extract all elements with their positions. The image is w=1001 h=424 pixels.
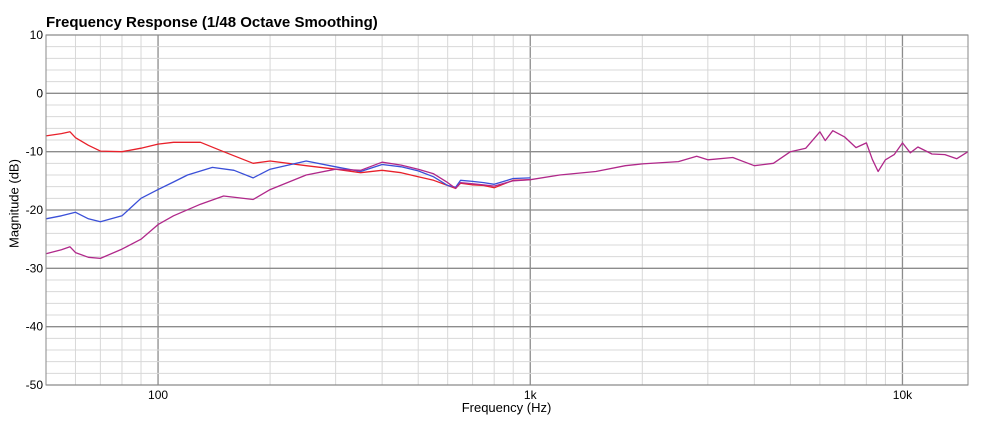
series-line-3 <box>45 130 969 260</box>
chart-title: Frequency Response (1/48 Octave Smoothin… <box>46 14 378 31</box>
series-line-2 <box>45 160 531 223</box>
x-tick-label: 100 <box>148 388 168 402</box>
y-tick-label: -40 <box>26 320 44 334</box>
y-tick-label: -10 <box>26 145 44 159</box>
grid <box>45 34 968 386</box>
series-layer <box>45 130 969 260</box>
y-tick-label: -20 <box>26 203 44 217</box>
x-tick-label: 10k <box>893 388 913 402</box>
y-tick-label: 10 <box>30 28 44 42</box>
series-line-1 <box>45 131 531 190</box>
plot-frame <box>45 34 969 386</box>
x-tick-label: 1k <box>524 388 538 402</box>
x-axis-label: Frequency (Hz) <box>461 400 552 415</box>
y-tick-label: -30 <box>26 261 44 275</box>
y-tick-label: -50 <box>26 378 44 392</box>
y-tick-label: 0 <box>36 86 43 100</box>
